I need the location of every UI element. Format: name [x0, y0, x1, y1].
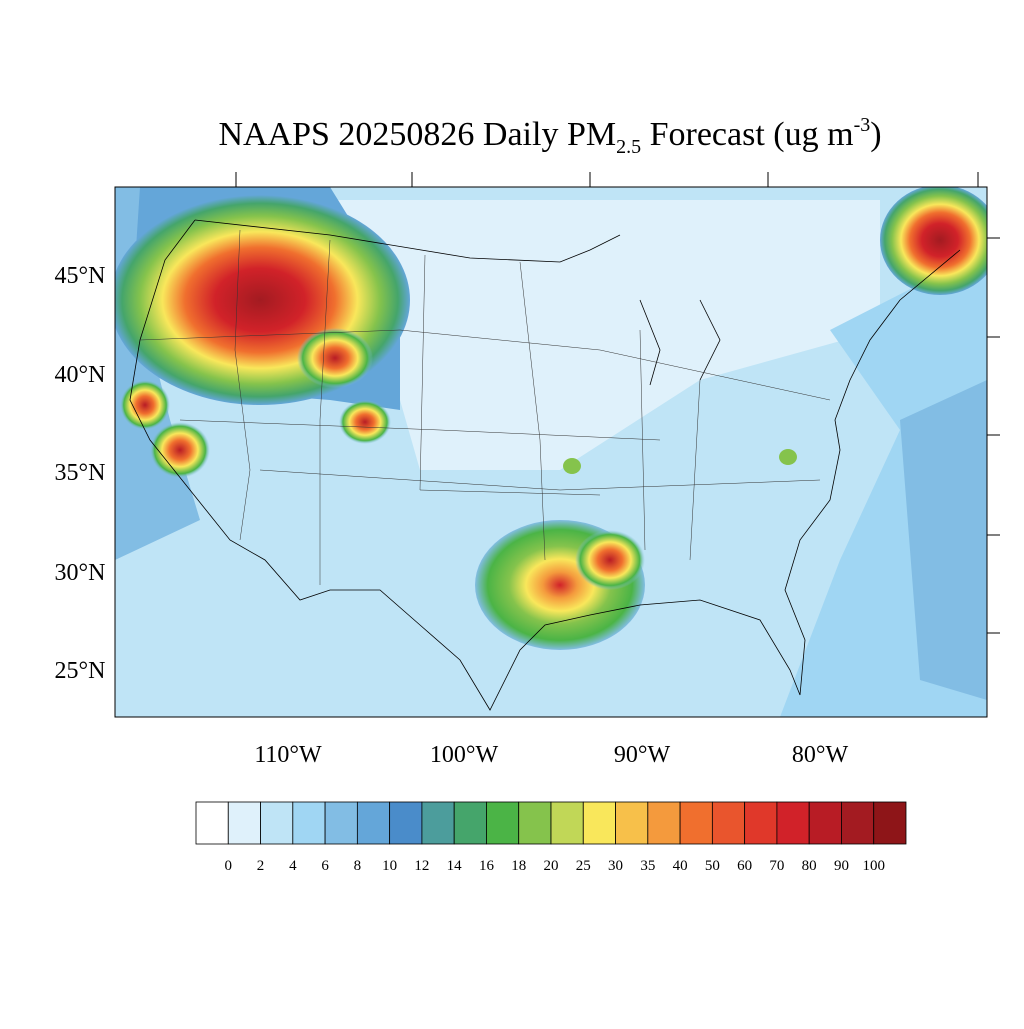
smoke-spot — [575, 530, 645, 590]
colorbar-label: 18 — [511, 858, 526, 874]
smoke-spot — [297, 328, 373, 388]
smoke-spot — [779, 449, 797, 465]
colorbar-label: 40 — [673, 858, 688, 874]
title-rest: Forecast (ug m — [641, 116, 853, 153]
colorbar-label: 70 — [769, 858, 784, 874]
colorbar-label: 50 — [705, 858, 720, 874]
colorbar-box — [227, 801, 261, 845]
lon-label: 100°W — [430, 742, 499, 768]
colorbar-box — [453, 801, 487, 845]
colorbar-box — [389, 801, 423, 845]
title-sup: -3 — [854, 114, 871, 136]
colorbar-label: 30 — [608, 858, 623, 874]
colorbar-label: 25 — [576, 858, 591, 874]
colorbar-box — [582, 801, 616, 845]
colorbar-box — [195, 801, 229, 845]
colorbar-box — [647, 801, 681, 845]
colorbar-box — [324, 801, 358, 845]
colorbar-box — [841, 801, 875, 845]
lon-label: 90°W — [614, 742, 671, 768]
title-end: ) — [870, 116, 881, 153]
colorbar-label: 14 — [447, 858, 463, 874]
colorbar-box — [679, 801, 713, 845]
colorbar-box — [873, 801, 907, 845]
colorbar-label: 100 — [862, 858, 885, 874]
colorbar-label: 2 — [257, 858, 265, 874]
colorbar-label: 6 — [321, 858, 329, 874]
smoke-spot — [339, 400, 391, 444]
colorbar-box — [711, 801, 746, 845]
atlantic-haze-2 — [900, 380, 987, 700]
colorbar: 0 2 4 6 8 10 12 14 16 18 20 25 30 35 40 50 60 70 80 90 100 — [195, 801, 907, 874]
axes: 45°N 40°N 35°N 30°N 25°N 110°W 100°W 90°W 80°W — [55, 172, 1000, 768]
lon-label: 110°W — [254, 742, 322, 768]
colorbar-box — [421, 801, 455, 845]
colorbar-label: 4 — [289, 858, 297, 874]
title: NAAPS 20250826 Daily PM2.5 Forecast (ug … — [218, 114, 881, 158]
colorbar-box — [550, 801, 584, 845]
colorbar-label: 90 — [834, 858, 849, 874]
colorbar-label: 80 — [802, 858, 817, 874]
colorbar-label: 35 — [640, 858, 655, 874]
colorbar-label: 60 — [737, 858, 752, 874]
colorbar-label: 12 — [414, 858, 429, 874]
colorbar-box — [292, 801, 326, 845]
colorbar-box — [260, 801, 294, 845]
colorbar-box — [744, 801, 778, 845]
lat-label: 45°N — [55, 263, 106, 289]
lat-label: 40°N — [55, 362, 106, 388]
colorbar-label: 20 — [544, 858, 559, 874]
lat-label: 25°N — [55, 658, 106, 684]
colorbar-box — [776, 801, 810, 845]
map-field — [115, 187, 987, 717]
smoke-spot — [150, 422, 210, 478]
colorbar-box — [615, 801, 649, 845]
colorbar-label: 8 — [354, 858, 362, 874]
title-main: NAAPS 20250826 Daily PM — [218, 116, 616, 153]
state-lines — [139, 229, 831, 585]
colorbar-box — [518, 801, 552, 845]
smoke-spot — [563, 458, 581, 474]
lat-label: 30°N — [55, 560, 106, 586]
colorbar-box — [356, 801, 391, 845]
colorbar-label: 0 — [225, 858, 233, 874]
smoke-spot — [120, 380, 170, 430]
lat-label: 35°N — [55, 460, 106, 486]
title-sub: 2.5 — [616, 136, 641, 158]
ne-smoke — [880, 187, 987, 295]
colorbar-label: 16 — [479, 858, 495, 874]
coastlines — [129, 219, 961, 711]
colorbar-label: 10 — [382, 858, 397, 874]
clean-area — [330, 200, 880, 470]
colorbar-box — [486, 801, 520, 845]
map-frame — [114, 186, 988, 718]
colorbar-box — [808, 801, 842, 845]
lon-label: 80°W — [792, 742, 849, 768]
